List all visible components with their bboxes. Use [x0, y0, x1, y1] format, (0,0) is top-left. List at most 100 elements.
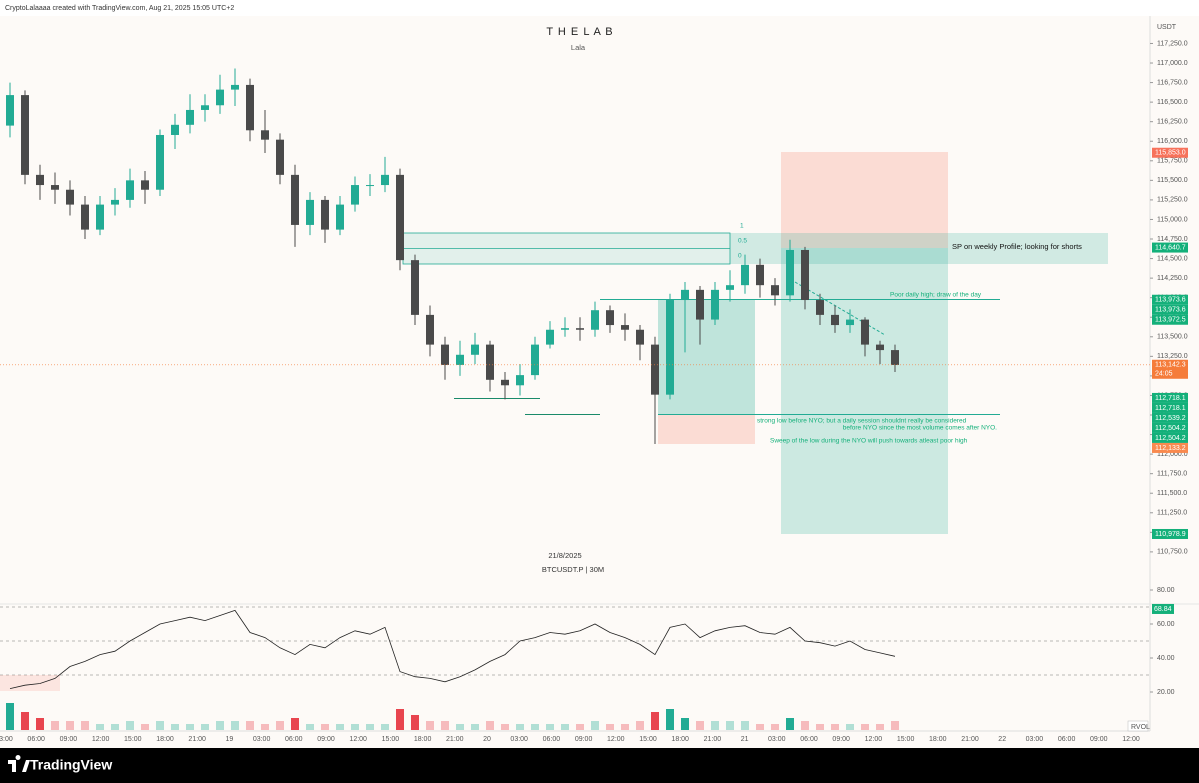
volume-bar: [396, 709, 404, 730]
volume-bar: [21, 712, 29, 730]
candle-body: [876, 344, 884, 351]
rsi-tag: [1152, 603, 1174, 614]
x-tick-label: 18:00: [156, 736, 174, 743]
volume-bar: [666, 709, 674, 730]
x-tick-label: 12:00: [865, 736, 883, 743]
candle-body: [501, 379, 509, 386]
candle-body: [756, 264, 764, 286]
candle-body: [126, 180, 134, 200]
x-tick-label: 20: [483, 736, 491, 743]
y-tick-label: 111,500.0: [1157, 490, 1187, 497]
rvol-box: [1127, 720, 1149, 732]
volume-bar: [186, 724, 194, 730]
price-tag: [1152, 528, 1188, 539]
price-tag-label: 115,853.0: [1155, 150, 1186, 157]
candle-body: [96, 204, 104, 230]
fib-label: 1: [740, 223, 744, 230]
x-tick-label: 03:00: [768, 736, 786, 743]
rsi-tick-label: 80.00: [1157, 587, 1175, 594]
annotation: before NYO since the most volume comes a…: [843, 425, 997, 432]
long-stop-zone: [658, 414, 755, 444]
y-tick-label: 113,250.0: [1157, 353, 1188, 360]
candle-body: [606, 310, 614, 326]
rsi-oversold-fill: [0, 675, 60, 691]
price-tag: [1152, 412, 1188, 423]
candle-body: [471, 344, 479, 355]
y-tick-label: 113,500.0: [1157, 334, 1188, 341]
volume-bar: [96, 724, 104, 730]
candle-body: [36, 174, 44, 186]
volume-bar: [756, 724, 764, 730]
volume-bar: [171, 724, 179, 730]
candle-body: [666, 300, 674, 395]
volume-bar: [216, 721, 224, 730]
volume-bar: [876, 724, 884, 730]
volume-bar: [306, 724, 314, 730]
candle-body: [696, 289, 704, 320]
volume-bar: [771, 724, 779, 730]
price-tag: [1152, 314, 1188, 325]
volume-bar: [276, 721, 284, 730]
x-tick-label: 03:00: [253, 736, 271, 743]
x-tick-label: 12:00: [607, 736, 625, 743]
candle-body: [741, 264, 749, 286]
candle-body: [846, 319, 854, 326]
candle-body: [231, 84, 239, 90]
candle-body: [141, 180, 149, 190]
price-tag: [1152, 242, 1188, 253]
x-tick-label: 06:00: [543, 736, 561, 743]
candle-body: [546, 329, 554, 345]
price-tag: [1152, 147, 1188, 158]
x-tick-label: 09:00: [832, 736, 850, 743]
x-tick-label: 09:00: [575, 736, 593, 743]
x-tick-label: 06:00: [1058, 736, 1076, 743]
short-stop-zone: [781, 152, 948, 248]
candle-body: [771, 285, 779, 296]
candle-body: [306, 199, 314, 225]
candle-body: [201, 105, 209, 110]
volume-bar: [501, 724, 509, 730]
x-tick-label: 19: [226, 736, 234, 743]
volume-bar: [801, 721, 809, 730]
x-tick-label: 15:00: [124, 736, 142, 743]
date-label: 21/8/2025: [548, 551, 581, 560]
candle-body: [426, 314, 434, 345]
volume-bar: [606, 724, 614, 730]
volume-bar: [696, 721, 704, 730]
volume-bar: [471, 724, 479, 730]
candle-body: [66, 189, 74, 205]
volume-bar: [381, 724, 389, 730]
volume-bar: [336, 724, 344, 730]
x-tick-label: 09:00: [60, 736, 78, 743]
price-tag-label: 113,973.6: [1155, 307, 1186, 314]
candle-body: [441, 344, 449, 365]
candle-body: [291, 174, 299, 225]
candle-body: [366, 185, 374, 187]
candle-body: [156, 134, 164, 190]
y-tick-label: 111,250.0: [1157, 510, 1187, 517]
x-tick-label: 09:00: [1090, 736, 1108, 743]
volume-bar: [621, 724, 629, 730]
candle-body: [381, 174, 389, 186]
candle-body: [111, 199, 119, 205]
y-tick-label: 117,250.0: [1157, 40, 1188, 47]
candle-body: [711, 289, 719, 320]
x-tick-label: 18:00: [671, 736, 689, 743]
brand: TradingView: [30, 757, 112, 773]
x-tick-label: 06:00: [27, 736, 45, 743]
candle-body: [861, 319, 869, 345]
y-tick-label: 116,250.0: [1157, 119, 1188, 126]
candle-body: [321, 199, 329, 230]
volume-bar: [456, 724, 464, 730]
y-tick-label: 114,500.0: [1157, 255, 1188, 262]
volume-bar: [156, 721, 164, 730]
volume-bar: [6, 703, 14, 730]
volume-bar: [561, 724, 569, 730]
x-tick-label: 22: [998, 736, 1006, 743]
volume-bar: [591, 721, 599, 730]
volume-bar: [636, 721, 644, 730]
drawings: [402, 152, 1108, 534]
candle-body: [636, 329, 644, 345]
x-tick-label: 15:00: [639, 736, 657, 743]
